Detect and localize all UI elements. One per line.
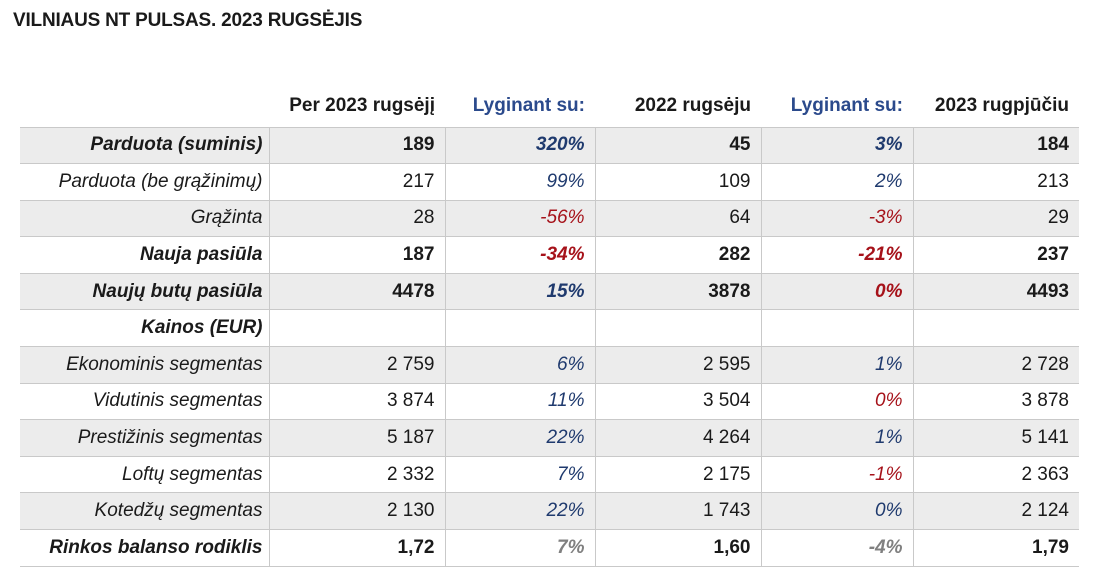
value-prev-month: 184 [912, 127, 1079, 164]
value-prev-month: 213 [912, 163, 1079, 201]
value-prev-year: 3878 [594, 273, 761, 310]
change-vs-prev-month: 1% [760, 346, 913, 384]
table-row: Grąžinta 28 -56% 64 -3% 29 [20, 200, 1079, 237]
table-row: Nauja pasiūla 187 -34% 282 -21% 237 [20, 236, 1079, 274]
change-vs-prev-month [760, 309, 913, 347]
value-prev-year: 3 504 [594, 383, 761, 420]
value-prev-month: 29 [912, 200, 1079, 237]
value-current: 28 [268, 200, 445, 237]
change-vs-prev-year: 7% [444, 529, 595, 567]
value-prev-month [912, 309, 1079, 347]
change-vs-prev-month: -4% [760, 529, 913, 567]
row-label: Rinkos balanso rodiklis [49, 536, 263, 558]
value-current: 2 332 [268, 456, 445, 493]
row-label: Vidutinis segmentas [92, 390, 263, 412]
change-vs-prev-year: 320% [444, 127, 595, 164]
value-prev-month: 4493 [912, 273, 1079, 310]
value-current: 4478 [268, 273, 445, 310]
header-empty [20, 85, 269, 127]
table-row: Parduota (suminis) 189 320% 45 3% 184 [20, 127, 1079, 164]
header-row: Per 2023 rugsėjį Lyginant su: 2022 rugsė… [20, 85, 1079, 127]
table-row: Loftų segmentas 2 332 7% 2 175 -1% 2 363 [20, 456, 1079, 493]
value-prev-month: 3 878 [912, 383, 1079, 420]
table-row: Ekonominis segmentas 2 759 6% 2 595 1% 2 728 [20, 346, 1079, 384]
row-label: Ekonominis segmentas [20, 346, 269, 384]
page-title: VILNIAUS NT PULSAS. 2023 RUGSĖJIS [13, 10, 363, 31]
value-prev-year: 1,60 [594, 529, 761, 567]
header-prev-month: 2023 rugpjūčiu [934, 94, 1069, 116]
row-label: Kotedžų segmentas [20, 492, 269, 530]
row-label: Grąžinta [20, 200, 269, 237]
change-vs-prev-month: 2% [760, 163, 913, 201]
change-vs-prev-month: -1% [760, 456, 913, 493]
change-vs-prev-month: -3% [760, 200, 913, 237]
change-vs-prev-year: 15% [444, 273, 595, 310]
value-prev-year: 4 264 [594, 419, 761, 457]
header-compare-2: Lyginant su: [790, 94, 903, 116]
value-current: 1,72 [268, 529, 445, 567]
change-vs-prev-month: 0% [760, 383, 913, 420]
value-prev-year [594, 309, 761, 347]
value-prev-month: 2 728 [912, 346, 1079, 384]
value-prev-month: 2 124 [912, 492, 1079, 530]
stats-table: Per 2023 rugsėjį Lyginant su: 2022 rugsė… [20, 85, 1079, 567]
value-current: 217 [268, 163, 445, 201]
row-label: Loftų segmentas [122, 463, 263, 485]
value-current: 2 130 [268, 492, 445, 530]
value-prev-year: 2 175 [594, 456, 761, 493]
change-vs-prev-month: -21% [760, 236, 913, 274]
table-row: Prestižinis segmentas 5 187 22% 4 264 1% 5 14… [20, 419, 1079, 457]
value-current: 3 874 [268, 383, 445, 420]
value-prev-year: 2 595 [594, 346, 761, 384]
value-prev-month: 2 363 [912, 456, 1079, 493]
value-prev-month: 1,79 [912, 529, 1079, 567]
row-label: Naujų butų pasiūla [20, 273, 269, 310]
value-prev-year: 45 [594, 127, 761, 164]
value-current: 2 759 [268, 346, 445, 384]
value-prev-month: 5 141 [912, 419, 1079, 457]
value-current: 5 187 [268, 419, 445, 457]
change-vs-prev-month: 3% [760, 127, 913, 164]
change-vs-prev-year [444, 309, 595, 347]
header-compare-1: Lyginant su: [472, 94, 585, 116]
header-prev-year: 2022 rugsėju [634, 94, 751, 116]
change-vs-prev-month: 1% [760, 419, 913, 457]
row-label: Nauja pasiūla [140, 244, 263, 266]
change-vs-prev-year: 99% [444, 163, 595, 201]
table-row: Naujų butų pasiūla 4478 15% 3878 0% 4493 [20, 273, 1079, 310]
value-prev-year: 64 [594, 200, 761, 237]
table-row: Kotedžų segmentas 2 130 22% 1 743 0% 2 124 [20, 492, 1079, 530]
table-row: Rinkos balanso rodiklis 1,72 7% 1,60 -4% 1,79 [20, 529, 1079, 567]
change-vs-prev-month: 0% [760, 492, 913, 530]
row-label: Parduota (suminis) [20, 127, 269, 164]
change-vs-prev-year: -56% [444, 200, 595, 237]
change-vs-prev-year: -34% [444, 236, 595, 274]
value-current [268, 309, 445, 347]
table-row: Kainos (EUR) [20, 309, 1079, 347]
value-prev-year: 282 [594, 236, 761, 274]
change-vs-prev-year: 7% [444, 456, 595, 493]
change-vs-prev-month: 0% [760, 273, 913, 310]
change-vs-prev-year: 22% [444, 492, 595, 530]
value-prev-month: 237 [912, 236, 1079, 274]
row-label: Parduota (be grąžinimų) [58, 170, 263, 192]
value-prev-year: 109 [594, 163, 761, 201]
header-current: Per 2023 rugsėjį [289, 94, 435, 116]
table-row: Vidutinis segmentas 3 874 11% 3 504 0% 3 878 [20, 383, 1079, 420]
change-vs-prev-year: 22% [444, 419, 595, 457]
row-label: Kainos (EUR) [141, 317, 263, 339]
value-current: 189 [268, 127, 445, 164]
table-row: Parduota (be grąžinimų) 217 99% 109 2% 213 [20, 163, 1079, 201]
change-vs-prev-year: 6% [444, 346, 595, 384]
row-label: Prestižinis segmentas [20, 419, 269, 457]
value-current: 187 [268, 236, 445, 274]
change-vs-prev-year: 11% [444, 383, 595, 420]
value-prev-year: 1 743 [594, 492, 761, 530]
